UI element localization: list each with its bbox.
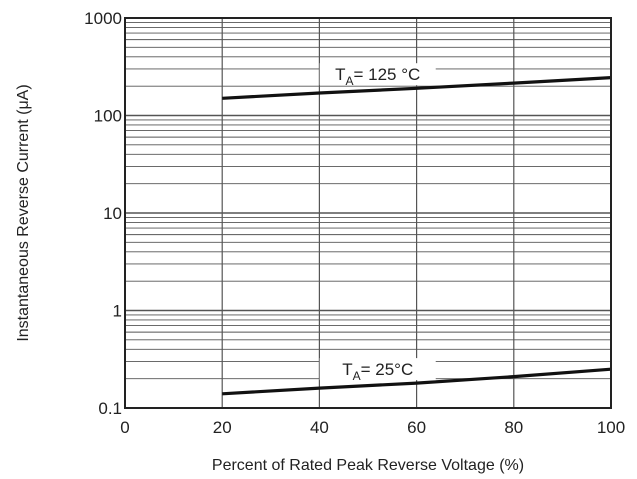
y-tick-labels: 0.1 1 10 100 1000 <box>84 9 122 418</box>
series-line-1 <box>222 367 612 396</box>
series-layer <box>222 76 612 396</box>
x-tick-label: 80 <box>504 418 523 437</box>
grid <box>125 18 611 408</box>
y-tick-label: 10 <box>103 204 122 223</box>
y-tick-label: 100 <box>94 107 122 126</box>
series-label-1: TA= 25°C <box>342 360 413 383</box>
series-label-0: TA= 125 °C <box>335 65 420 88</box>
series-line-0 <box>222 76 612 100</box>
x-tick-label: 0 <box>120 418 129 437</box>
annotations: TA= 125 °C TA= 25°C <box>319 63 436 383</box>
y-axis-title: Instantaneous Reverse Current (μA) <box>15 84 32 341</box>
x-tick-label: 60 <box>407 418 426 437</box>
y-tick-label: 1 <box>113 302 122 321</box>
y-tick-label: 0.1 <box>98 399 122 418</box>
annotation-background <box>319 63 436 86</box>
plot-frame <box>124 17 612 409</box>
x-tick-label: 20 <box>213 418 232 437</box>
x-tick-label: 40 <box>310 418 329 437</box>
y-tick-label: 1000 <box>84 9 122 28</box>
x-axis-title: Percent of Rated Peak Reverse Voltage (%… <box>212 457 524 474</box>
x-tick-label: 100 <box>597 418 625 437</box>
annotation-background <box>319 358 436 381</box>
x-tick-labels: 0 20 40 60 80 100 <box>120 418 625 437</box>
